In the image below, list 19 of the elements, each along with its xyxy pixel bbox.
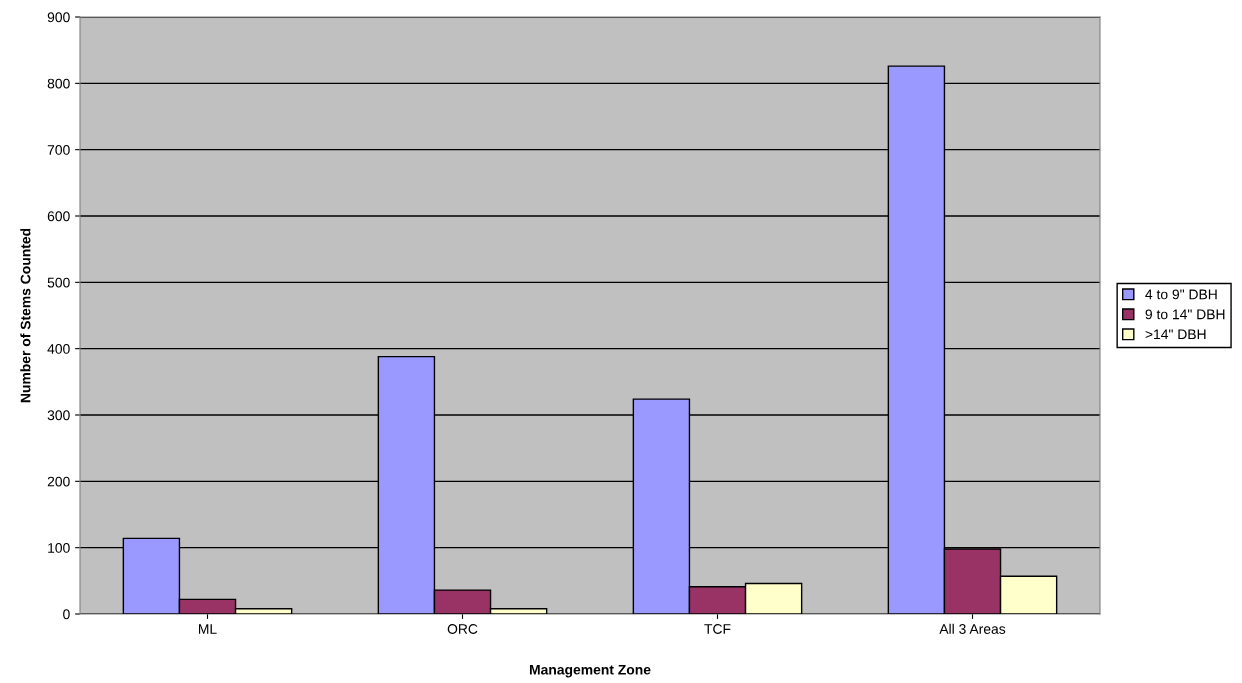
y-tick-label: 700 [47, 145, 70, 155]
x-axis-title: Management Zone [529, 664, 651, 678]
y-tick-label: 400 [47, 344, 70, 354]
x-tick-label: ML [198, 624, 217, 634]
y-tick-label: 200 [47, 476, 70, 487]
y-tick-label: 100 [48, 543, 70, 553]
legend-label: 4 to 9" DBH [1145, 289, 1217, 300]
x-tick-label: TCF [704, 624, 731, 634]
y-tick-label: 0 [63, 609, 70, 620]
y-tick-label: 500 [47, 277, 70, 288]
x-tick-label: ORC [447, 624, 478, 634]
y-tick-label: 600 [47, 211, 70, 222]
y-tick-label: 300 [47, 410, 70, 421]
legend-label: >14" DBH [1145, 329, 1206, 340]
x-tick-label: All 3 Areas [939, 623, 1006, 634]
y-axis-title: Number of Stems Counted [20, 228, 31, 403]
y-tick-label: 800 [47, 78, 70, 89]
y-tick-label: 900 [47, 12, 70, 23]
legend-label: 9 to 14" DBH [1145, 309, 1225, 320]
